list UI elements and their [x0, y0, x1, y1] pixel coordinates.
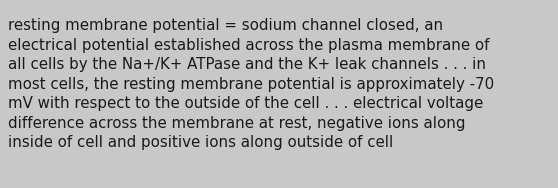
Text: resting membrane potential = sodium channel closed, an
electrical potential esta: resting membrane potential = sodium chan…	[8, 18, 494, 150]
